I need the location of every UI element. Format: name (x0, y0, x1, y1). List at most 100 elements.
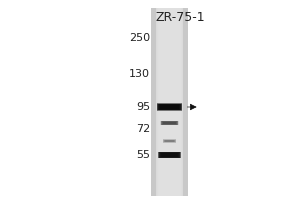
Bar (163, 122, 176, 124)
Bar (160, 153, 178, 157)
Bar (164, 140, 175, 142)
Bar (163, 140, 176, 142)
Bar (165, 8, 174, 196)
Bar (161, 153, 178, 157)
Bar (159, 152, 180, 158)
Bar (160, 105, 178, 109)
Bar (158, 8, 181, 196)
Text: 95: 95 (136, 102, 150, 112)
Bar (160, 153, 179, 157)
Bar (161, 153, 178, 157)
Bar (159, 104, 180, 110)
Bar (160, 121, 178, 125)
Bar (160, 152, 179, 158)
Bar (158, 104, 181, 110)
Bar (162, 122, 177, 124)
Bar (158, 8, 181, 196)
Bar (167, 8, 172, 196)
Bar (163, 8, 176, 196)
Bar (165, 140, 174, 142)
Bar (158, 104, 181, 110)
Bar (160, 153, 179, 157)
Bar (160, 8, 179, 196)
Bar (158, 104, 182, 110)
Bar (161, 153, 178, 157)
Bar (159, 104, 180, 110)
Bar (163, 139, 176, 143)
Bar (161, 8, 178, 196)
Bar (161, 8, 178, 196)
Bar (159, 152, 180, 158)
Bar (158, 152, 181, 158)
Bar (163, 8, 176, 196)
Bar (156, 8, 183, 196)
Bar (164, 8, 175, 196)
Bar (156, 8, 183, 196)
Bar (157, 103, 182, 111)
Bar (164, 140, 175, 142)
Bar (161, 153, 178, 157)
Bar (158, 8, 182, 196)
Bar (165, 8, 174, 196)
Text: 72: 72 (136, 124, 150, 134)
Bar (151, 8, 188, 196)
Bar (158, 152, 181, 158)
Bar (161, 121, 178, 125)
Bar (160, 8, 179, 196)
Bar (161, 121, 178, 125)
Bar (164, 140, 175, 142)
Bar (158, 104, 181, 110)
Bar (162, 121, 177, 125)
Bar (164, 140, 175, 142)
Bar (160, 152, 179, 158)
Bar (164, 140, 175, 142)
Bar (160, 104, 179, 110)
Bar (161, 121, 178, 125)
Bar (159, 104, 180, 110)
Bar (163, 122, 176, 124)
Bar (165, 140, 174, 142)
Bar (157, 8, 182, 196)
Bar (161, 153, 178, 157)
Bar (158, 104, 181, 110)
Bar (162, 122, 177, 124)
Bar (160, 152, 179, 158)
Bar (160, 105, 179, 109)
Bar (164, 8, 175, 196)
Bar (160, 105, 179, 109)
Bar (164, 140, 175, 142)
Bar (162, 8, 177, 196)
Text: 55: 55 (136, 150, 150, 160)
Bar (162, 121, 177, 125)
Bar (157, 8, 182, 196)
Bar (162, 121, 177, 125)
Bar (164, 140, 175, 142)
Bar (159, 152, 180, 158)
Bar (165, 8, 174, 196)
Bar (158, 104, 181, 110)
Bar (161, 153, 178, 157)
Bar (162, 121, 177, 125)
Bar (162, 8, 177, 196)
Bar (163, 139, 176, 143)
Bar (160, 153, 179, 157)
Bar (159, 152, 180, 158)
Bar (159, 104, 180, 110)
Bar (161, 121, 178, 125)
Bar (166, 8, 173, 196)
Text: 250: 250 (129, 33, 150, 43)
Bar (164, 140, 175, 142)
Bar (166, 8, 173, 196)
Bar (157, 103, 182, 111)
Text: 130: 130 (129, 69, 150, 79)
Bar (163, 139, 176, 143)
Bar (156, 8, 183, 196)
Bar (159, 8, 180, 196)
Bar (158, 152, 181, 158)
Bar (161, 121, 178, 125)
Bar (164, 140, 175, 142)
Bar (160, 105, 179, 109)
Bar (160, 104, 179, 110)
Bar (158, 8, 181, 196)
Bar (160, 121, 178, 125)
